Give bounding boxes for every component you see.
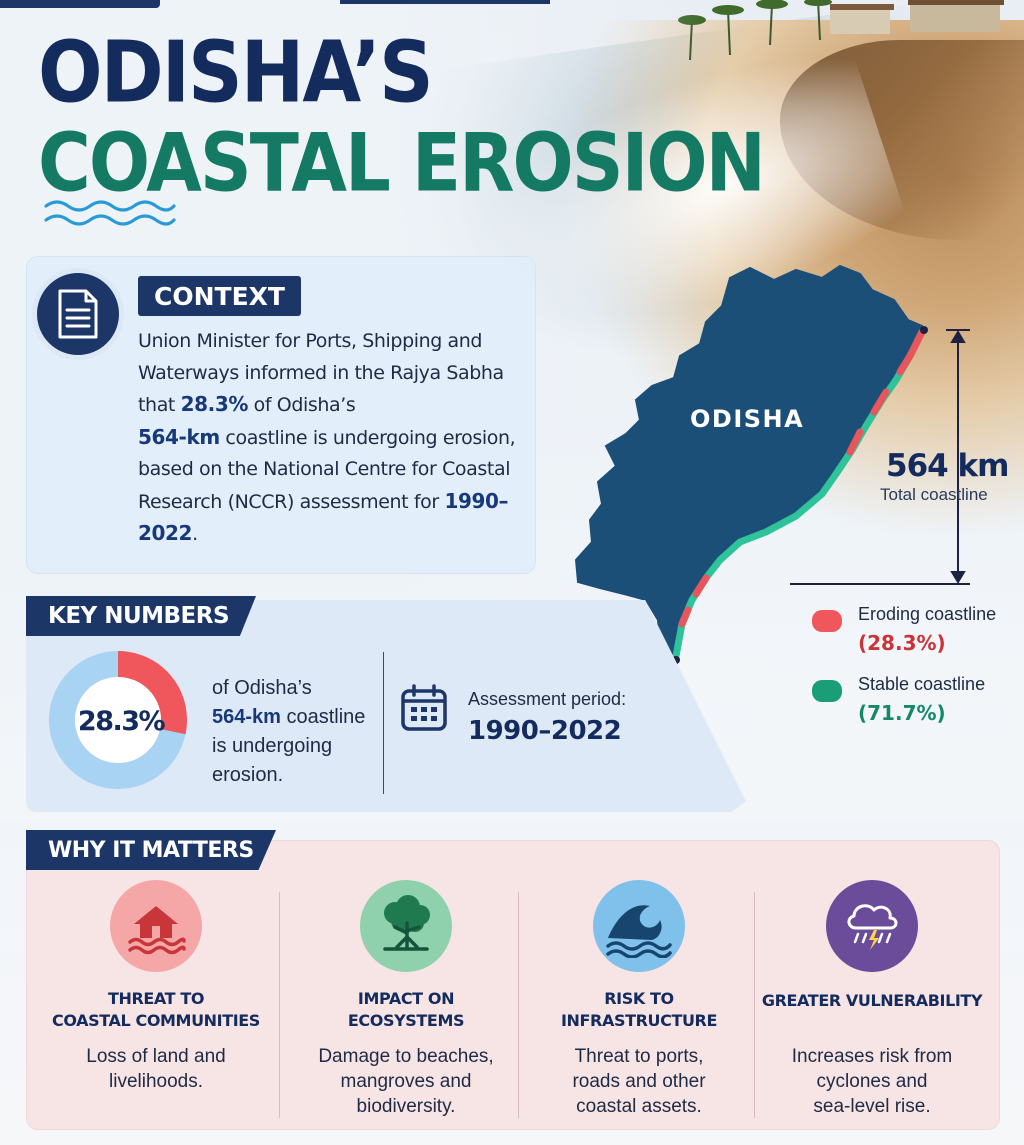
waves-icon [44, 200, 176, 226]
odisha-landmass [574, 264, 924, 658]
why-it-matters-heading: WHY IT MATTERS [26, 830, 276, 870]
why-item-title: IMPACT ON ECOSYSTEMS [292, 988, 520, 1032]
why-desc-line: sea-level rise. [813, 1096, 931, 1117]
flooded-house-icon [110, 880, 202, 972]
coastline-caption: Total coastline [880, 485, 988, 504]
why-item-description: Increases risk from cyclones and sea-level… [758, 1044, 986, 1119]
key-text-part: erosion. [212, 764, 284, 786]
storm-cloud-icon [826, 880, 918, 972]
context-text: Union Minister for Ports, Shipping and W… [138, 326, 530, 551]
why-title-line: INFRASTRUCTURE [560, 1011, 718, 1030]
why-desc-line: mangroves and [340, 1071, 472, 1092]
why-desc-line: Threat to ports, [574, 1046, 704, 1067]
assessment-label: Assessment period: [468, 689, 627, 709]
donut-eroding-slice [117, 651, 187, 735]
tree-icon [360, 880, 452, 972]
calendar-icon [401, 684, 447, 731]
context-heading: CONTEXT [138, 276, 301, 316]
why-item-title: RISK TO INFRASTRUCTURE [525, 988, 753, 1032]
why-desc-line: biodiversity. [356, 1096, 456, 1117]
why-desc-line: roads and other [572, 1071, 706, 1092]
why-item-description: Threat to ports, roads and other coastal a… [525, 1044, 753, 1119]
legend-swatch-stable [812, 680, 842, 702]
divider [754, 892, 755, 1118]
why-title-line: COASTAL COMMUNITIES [52, 1011, 260, 1030]
erosion-donut-chart [49, 651, 187, 789]
legend-value: (71.7%) [858, 701, 946, 725]
why-title-line: GREATER VULNERABILITY [761, 991, 983, 1010]
legend-swatch-eroding [812, 610, 842, 632]
why-desc-line: livelihoods. [109, 1071, 203, 1092]
context-highlight-percent: 28.3% [180, 392, 249, 416]
context-text-part: Union Minister for Ports, Shipping and W… [138, 330, 504, 416]
why-desc-line: cyclones and [816, 1071, 928, 1092]
document-icon [32, 268, 124, 360]
legend-value: (28.3%) [858, 631, 946, 655]
why-title-line: ECOSYSTEMS [347, 1011, 465, 1030]
context-text-part: coastline is undergoing erosion, based o… [138, 426, 516, 513]
key-text-highlight: 564-km [212, 706, 281, 728]
context-text-part: . [192, 523, 198, 545]
odisha-map [574, 264, 970, 664]
donut-center [75, 677, 161, 763]
why-item-infrastructure: RISK TO INFRASTRUCTURE Threat to ports, ro… [525, 880, 765, 1120]
why-item-ecosystems: IMPACT ON ECOSYSTEMS Damage to beaches, ma… [292, 880, 532, 1120]
eroding-coastline [678, 328, 926, 628]
legend-label: Stable coastline [858, 674, 986, 694]
why-title-line: IMPACT ON [357, 989, 455, 1008]
title-line-2: COASTAL EROSION [38, 115, 766, 210]
wave-icon [593, 880, 685, 972]
top-accent-bar [340, 0, 550, 4]
key-text-part: coastline [280, 706, 366, 728]
why-desc-line: Increases risk from [791, 1046, 953, 1067]
key-numbers-text: of Odisha’s 564-km coastline is undergoing… [212, 674, 382, 790]
assessment-value: 1990–2022 [468, 716, 622, 746]
context-text-part: of Odisha’s [248, 394, 356, 416]
top-accent-bar [0, 0, 160, 8]
coastline-endpoint-top [920, 326, 928, 334]
length-arrow [790, 329, 970, 585]
page-title: ODISHA’S COASTAL EROSION [38, 22, 766, 202]
key-text-part: is undergoing [212, 735, 333, 757]
title-line-1: ODISHA’S [38, 22, 434, 122]
why-item-description: Damage to beaches, mangroves and biodivers… [292, 1044, 520, 1119]
coastline-length: 564 km [886, 448, 1009, 484]
why-item-communities: THREAT TO COASTAL COMMUNITIES Loss of lan… [42, 880, 282, 1120]
divider [279, 892, 280, 1118]
why-desc-line: Damage to beaches, [318, 1046, 494, 1067]
why-item-title: GREATER VULNERABILITY [758, 990, 986, 1012]
why-item-title: THREAT TO COASTAL COMMUNITIES [42, 988, 270, 1032]
why-item-description: Loss of land and livelihoods. [42, 1044, 270, 1094]
why-desc-line: coastal assets. [576, 1096, 702, 1117]
donut-value: 28.3% [77, 706, 166, 737]
why-it-matters-card [26, 840, 1000, 1130]
why-title-line: THREAT TO [107, 989, 205, 1008]
legend-label: Eroding coastline [858, 604, 997, 624]
context-highlight-length: 564-km [138, 424, 220, 449]
why-desc-line: Loss of land and [86, 1046, 226, 1067]
map-region-label: ODISHA [690, 405, 805, 433]
context-highlight-period: 1990–2022 [138, 488, 509, 546]
key-numbers-heading: KEY NUMBERS [26, 596, 256, 636]
divider [383, 652, 384, 794]
why-title-line: RISK TO [604, 989, 674, 1008]
why-item-vulnerability: GREATER VULNERABILITY Increases risk fro… [758, 880, 998, 1120]
key-text-part: of Odisha’s [212, 677, 312, 699]
divider [518, 892, 519, 1118]
